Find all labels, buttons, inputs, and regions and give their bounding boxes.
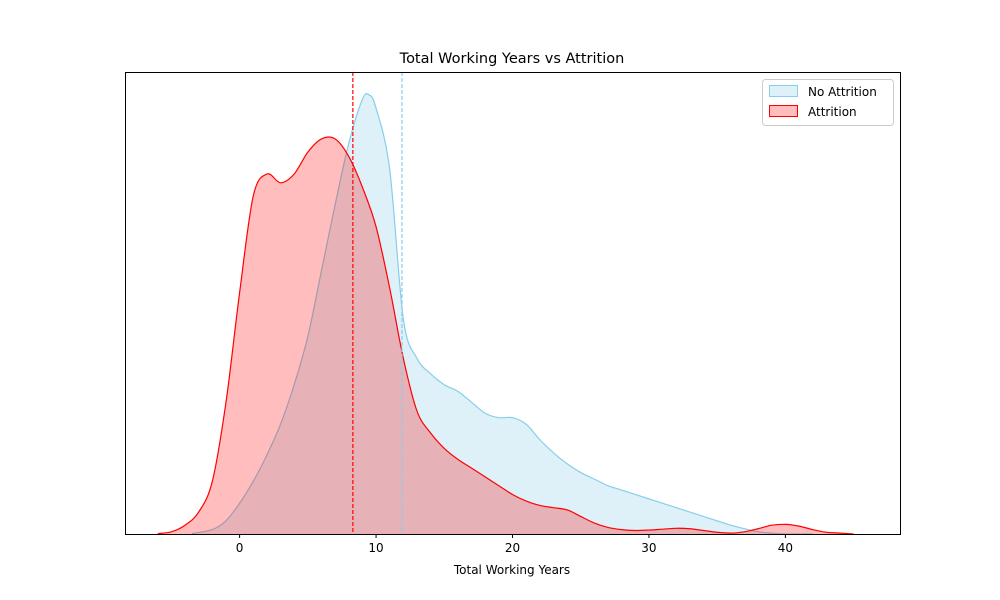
legend-swatch-attrition xyxy=(769,105,798,117)
chart-title: Total Working Years vs Attrition xyxy=(399,51,625,67)
x-tick-label-20: 20 xyxy=(505,541,520,555)
line-attrition xyxy=(157,136,854,535)
legend-frame xyxy=(762,79,894,126)
legend-label-attrition: Attrition xyxy=(808,105,857,119)
legend: No Attrition Attrition xyxy=(762,79,894,126)
x-axis: 0 10 20 30 40 xyxy=(236,534,793,555)
plot-area xyxy=(157,93,854,535)
x-tick-label-40: 40 xyxy=(778,541,793,555)
area-attrition xyxy=(157,136,854,534)
x-tick-label-30: 30 xyxy=(641,541,656,555)
mean-lines xyxy=(352,72,403,534)
legend-label-no-attrition: No Attrition xyxy=(808,85,877,99)
x-axis-title: Total Working Years xyxy=(453,563,570,577)
line-no-attrition xyxy=(191,93,813,535)
legend-swatch-no-attrition xyxy=(769,85,798,97)
x-tick-label-0: 0 xyxy=(236,541,244,555)
x-tick-label-10: 10 xyxy=(368,541,383,555)
area-no-attrition xyxy=(191,93,813,534)
